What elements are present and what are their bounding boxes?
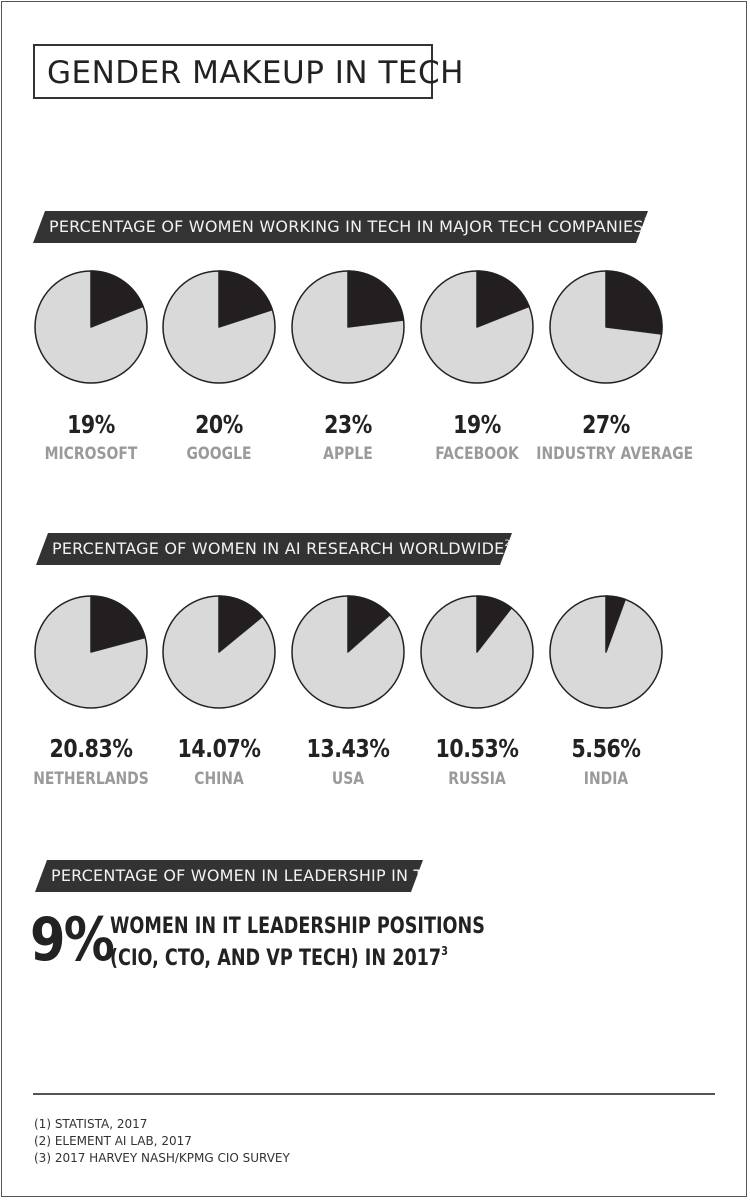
category-label-apple: APPLE <box>323 444 373 464</box>
pie-slice-usa <box>347 595 391 653</box>
section-banner-tech-companies: PERCENTAGE OF WOMEN WORKING IN TECH IN M… <box>33 211 648 243</box>
pie-slice-netherlands <box>90 595 146 653</box>
pie-slice-india <box>605 595 626 653</box>
pie-chart-india <box>549 595 663 709</box>
value-label-usa: 13.43% <box>306 734 390 763</box>
value-label-facebook: 19% <box>453 410 501 439</box>
value-label-china: 14.07% <box>177 734 261 763</box>
value-label-google: 20% <box>195 410 243 439</box>
section-heading-leadership: PERCENTAGE OF WOMEN IN LEADERSHIP IN TEC… <box>51 866 458 885</box>
value-label-netherlands: 20.83% <box>49 734 133 763</box>
leadership-line-2: (CIO, CTO, AND VP TECH) IN 20173 <box>110 944 448 971</box>
section-banner-leadership: PERCENTAGE OF WOMEN IN LEADERSHIP IN TEC… <box>35 860 423 892</box>
category-label-netherlands: NETHERLANDS <box>33 769 149 789</box>
category-label-facebook: FACEBOOK <box>435 444 519 464</box>
leadership-description: WOMEN IN IT LEADERSHIP POSITIONS (CIO, C… <box>110 914 485 971</box>
pie-chart-apple <box>291 270 405 384</box>
pie-chart-microsoft <box>34 270 148 384</box>
source-3: (3) 2017 HARVEY NASH/KPMG CIO SURVEY <box>34 1151 290 1165</box>
value-label-apple: 23% <box>324 410 372 439</box>
value-label-microsoft: 19% <box>67 410 115 439</box>
section-banner-ai-research: PERCENTAGE OF WOMEN IN AI RESEARCH WORLD… <box>36 533 512 565</box>
leadership-percentage: 9% <box>30 905 115 975</box>
pie-chart-usa <box>291 595 405 709</box>
pie-slice-google <box>218 270 274 328</box>
pie-slice-russia <box>476 595 513 653</box>
value-label-russia: 10.53% <box>435 734 519 763</box>
value-label-industry-average: 27% <box>582 410 630 439</box>
pie-chart-facebook <box>420 270 534 384</box>
category-label-usa: USA <box>331 769 365 789</box>
category-label-china: CHINA <box>194 769 244 789</box>
leadership-line-1: WOMEN IN IT LEADERSHIP POSITIONS <box>110 914 485 939</box>
value-label-india: 5.56% <box>571 734 641 763</box>
footnote-marker-3: 3 <box>441 944 448 958</box>
footnote-marker-2: 2 <box>504 539 511 549</box>
pie-slice-china <box>218 595 264 653</box>
source-1: (1) STATISTA, 2017 <box>34 1117 148 1131</box>
source-2: (2) ELEMENT AI LAB, 2017 <box>34 1134 192 1148</box>
pie-chart-industry-average <box>549 270 663 384</box>
pie-chart-russia <box>420 595 534 709</box>
pie-slice-microsoft <box>90 270 144 328</box>
pie-slice-facebook <box>476 270 530 328</box>
category-label-google: GOOGLE <box>186 444 252 464</box>
category-label-microsoft: MICROSOFT <box>44 444 138 464</box>
pie-slice-apple <box>347 270 405 328</box>
title-box: GENDER MAKEUP IN TECH <box>33 44 463 99</box>
page-title: GENDER MAKEUP IN TECH <box>47 55 464 91</box>
pie-chart-netherlands <box>34 595 148 709</box>
category-label-russia: RUSSIA <box>448 769 506 789</box>
category-label-india: INDIA <box>583 769 629 789</box>
pie-chart-google <box>162 270 276 384</box>
section-heading-tech-companies: PERCENTAGE OF WOMEN WORKING IN TECH IN M… <box>49 217 650 236</box>
section-heading-ai-research: PERCENTAGE OF WOMEN IN AI RESEARCH WORLD… <box>52 539 511 558</box>
pie-slice-industry-average <box>605 270 663 335</box>
pie-chart-china <box>162 595 276 709</box>
category-label-industry-average: INDUSTRY AVERAGE <box>536 444 694 464</box>
sources-divider <box>33 1093 715 1095</box>
